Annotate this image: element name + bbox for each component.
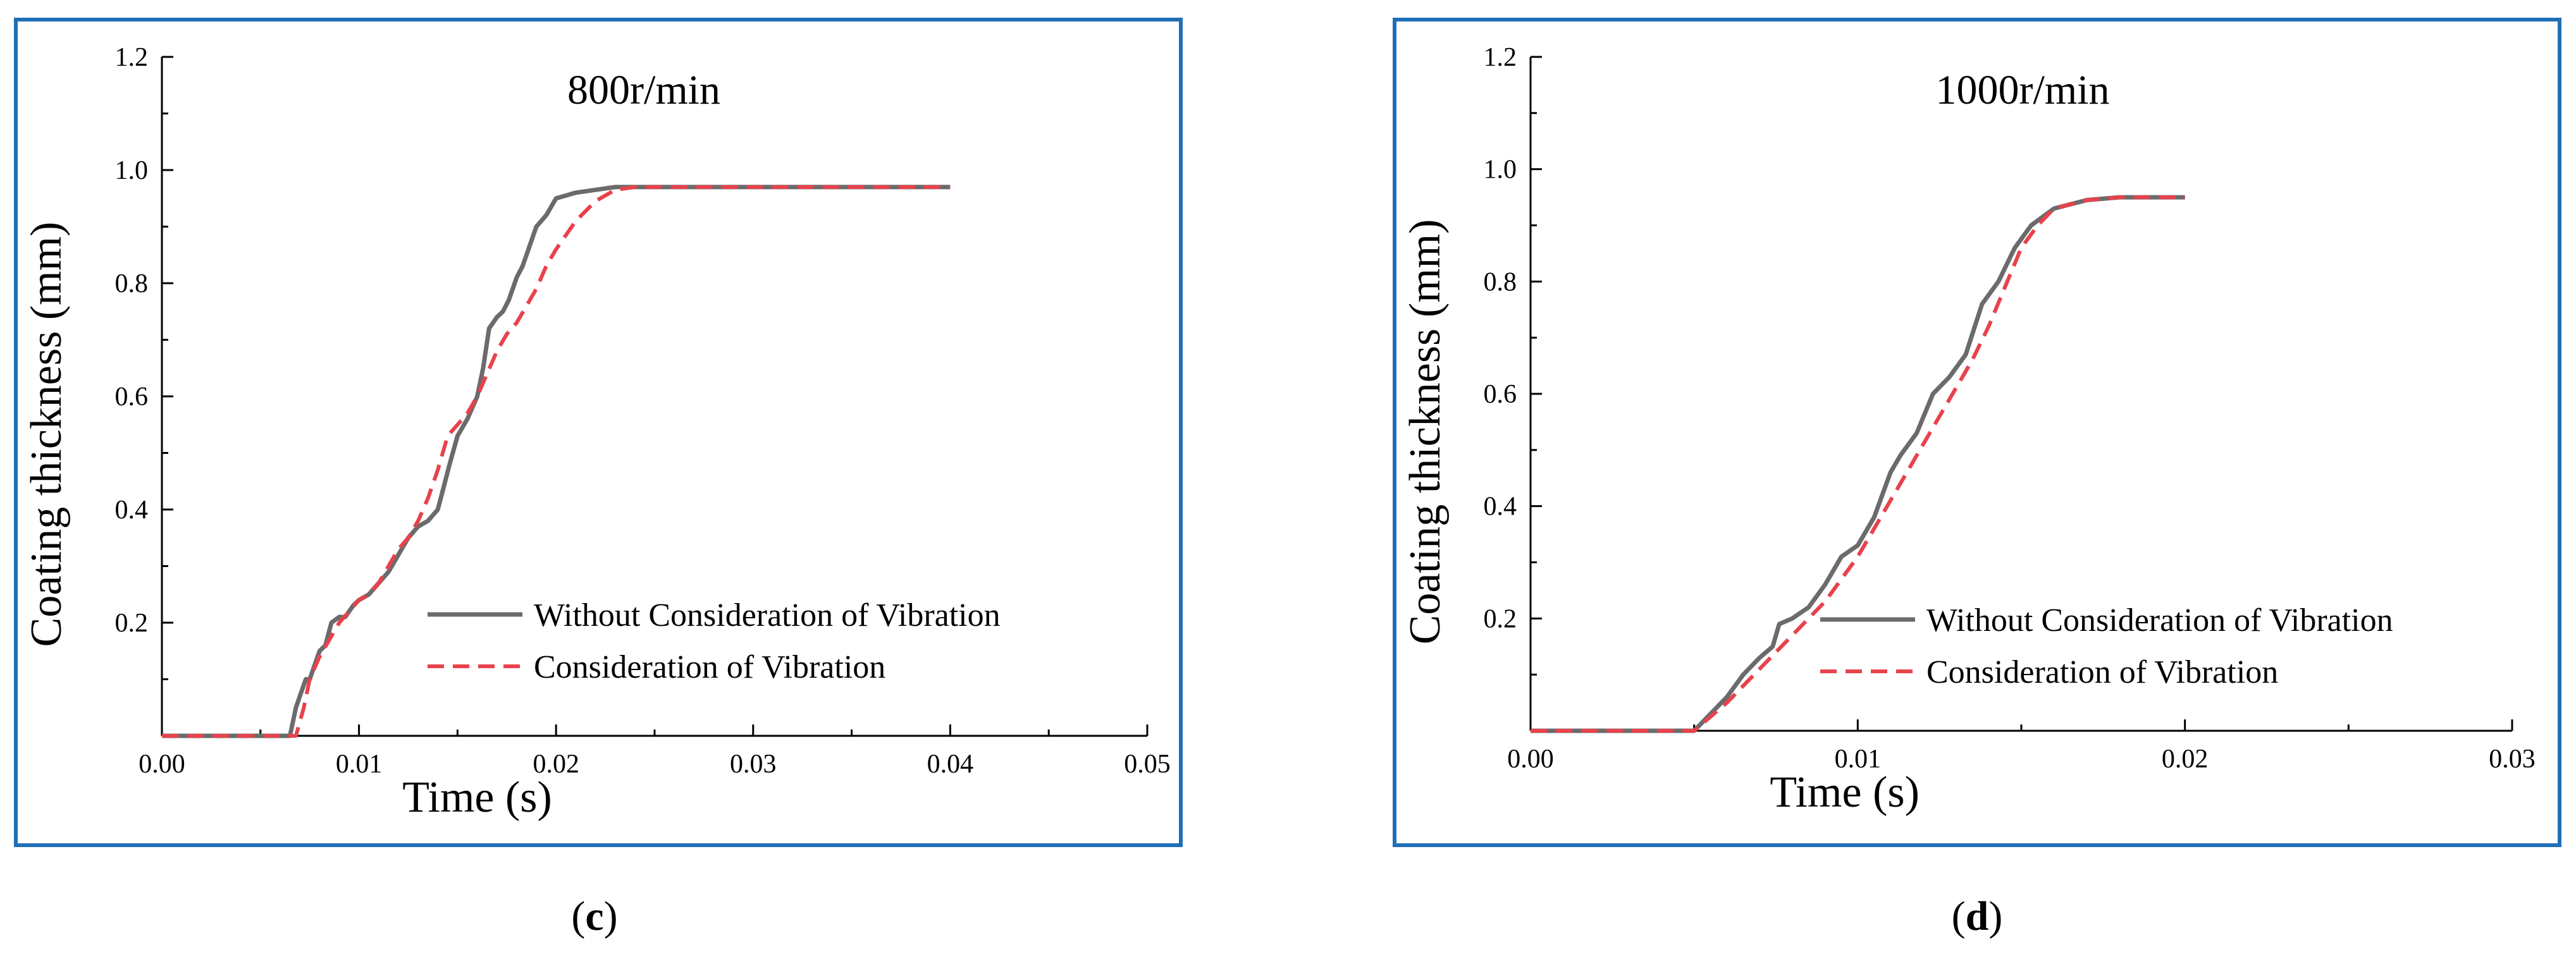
x-axis-label: Time (s): [1770, 768, 1920, 817]
panel-label-d-letter: d: [1965, 893, 1989, 939]
x-tick-label: 0.00: [1507, 745, 1554, 774]
y-tick-label: 1.2: [1484, 43, 1517, 72]
x-tick-label: 0.02: [533, 750, 579, 779]
x-tick-label: 0.02: [2162, 745, 2209, 774]
y-tick-label: 0.4: [1484, 492, 1517, 522]
series-line-without-vibration: [162, 185, 951, 738]
y-tick-label: 1.0: [1484, 156, 1517, 185]
y-axis-label: Coating thickness (mm): [22, 222, 71, 647]
chart-panel-d: 0.00 0.01 0.02 0.03 0.2 0.4 0.6 0.8 1.0 1.2 Time (…: [1393, 18, 2561, 847]
series-line-without-vibration: [1531, 195, 2185, 733]
chart-c-svg: 0.00 0.01 0.02 0.03 0.04 0.05 0.2 0.4 0.6 0.8 1.0 1…: [22, 43, 1171, 822]
series-line-with-vibration: [1531, 195, 2185, 733]
x-tick-label: 0.05: [1124, 750, 1171, 779]
panel-label-d: (d): [1951, 893, 2003, 939]
panel-label-c: (c): [571, 893, 618, 939]
y-tick-label: 0.2: [115, 609, 149, 638]
y-tick-label: 0.6: [1484, 380, 1517, 409]
chart-title: 1000r/min: [1936, 67, 2110, 113]
y-tick-label: 0.8: [1484, 267, 1517, 296]
x-tick-label: 0.01: [336, 750, 383, 779]
y-tick-label: 1.2: [115, 43, 149, 72]
x-tick-label: 0.03: [730, 750, 777, 779]
chart-panel-c: 0.00 0.01 0.02 0.03 0.04 0.05 0.2 0.4 0.6 0.8 1.0 1…: [14, 18, 1183, 847]
x-tick-label: 0.01: [1835, 745, 1882, 774]
chart-title: 800r/min: [567, 67, 720, 113]
y-tick-label: 1.0: [115, 156, 149, 185]
x-tick-label: 0.00: [139, 750, 185, 779]
y-tick-label: 0.4: [115, 496, 149, 525]
y-tick-label: 0.2: [1484, 604, 1517, 633]
x-tick-label: 0.04: [927, 750, 974, 779]
y-tick-label: 0.6: [115, 382, 149, 412]
legend-label: Without Consideration of Vibration: [534, 597, 1001, 633]
legend-label: Without Consideration of Vibration: [1926, 602, 2393, 638]
panel-label-c-letter: c: [585, 893, 604, 939]
x-axis-label: Time (s): [402, 773, 552, 822]
y-tick-label: 0.8: [115, 269, 149, 298]
legend-label: Consideration of Vibration: [1926, 654, 2278, 690]
chart-d-svg: 0.00 0.01 0.02 0.03 0.2 0.4 0.6 0.8 1.0 1.2 Time (…: [1401, 43, 2536, 817]
y-axis-label: Coating thickness (mm): [1401, 219, 1450, 645]
legend-label: Consideration of Vibration: [534, 649, 885, 685]
x-tick-label: 0.03: [2489, 745, 2536, 774]
